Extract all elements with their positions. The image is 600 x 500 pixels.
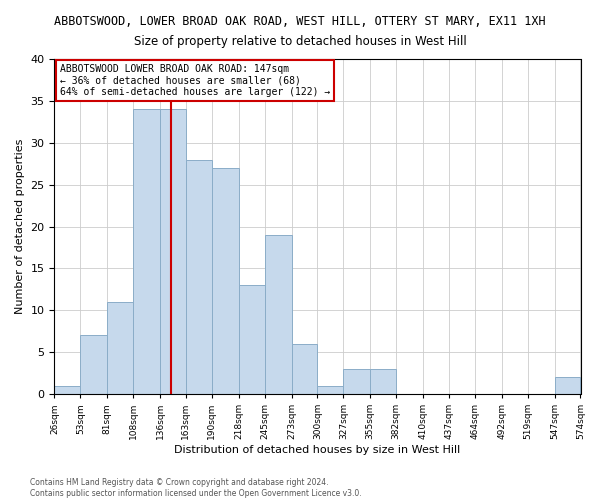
Text: Size of property relative to detached houses in West Hill: Size of property relative to detached ho…: [134, 35, 466, 48]
X-axis label: Distribution of detached houses by size in West Hill: Distribution of detached houses by size …: [175, 445, 461, 455]
Bar: [370, 369, 396, 394]
Bar: [133, 110, 160, 394]
Text: ABBOTSWOOD LOWER BROAD OAK ROAD: 147sqm
← 36% of detached houses are smaller (68: ABBOTSWOOD LOWER BROAD OAK ROAD: 147sqm …: [59, 64, 330, 97]
Y-axis label: Number of detached properties: Number of detached properties: [15, 139, 25, 314]
Bar: [292, 344, 317, 394]
Bar: [186, 160, 212, 394]
Bar: [55, 386, 80, 394]
Bar: [212, 168, 239, 394]
Bar: [239, 285, 265, 394]
Text: Contains HM Land Registry data © Crown copyright and database right 2024.
Contai: Contains HM Land Registry data © Crown c…: [30, 478, 362, 498]
Bar: [80, 336, 107, 394]
Bar: [107, 302, 133, 394]
Bar: [265, 235, 292, 394]
Bar: [317, 386, 343, 394]
Bar: [343, 369, 370, 394]
Bar: [160, 110, 186, 394]
Bar: [554, 378, 580, 394]
Text: ABBOTSWOOD, LOWER BROAD OAK ROAD, WEST HILL, OTTERY ST MARY, EX11 1XH: ABBOTSWOOD, LOWER BROAD OAK ROAD, WEST H…: [54, 15, 546, 28]
